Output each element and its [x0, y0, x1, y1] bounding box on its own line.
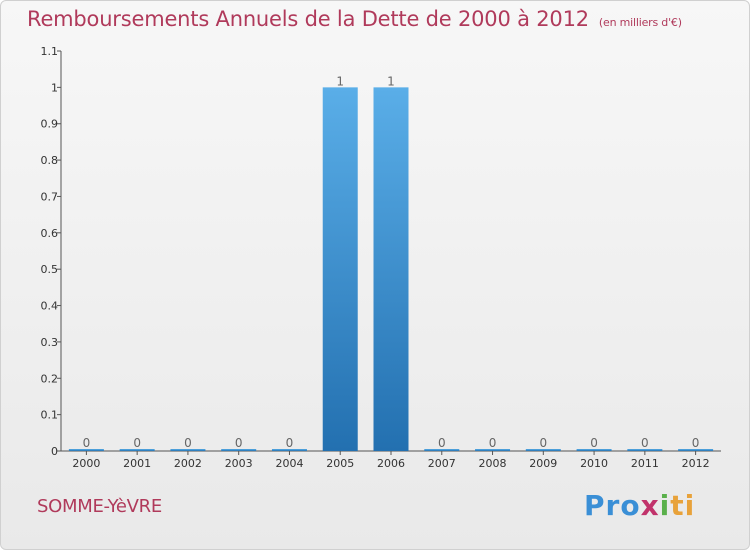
bar — [576, 449, 612, 451]
y-tick-label: 0.9 — [41, 118, 59, 131]
data-label: 0 — [539, 436, 547, 450]
data-label: 0 — [641, 436, 649, 450]
bar — [475, 449, 511, 451]
y-tick-label: 0 — [51, 445, 58, 458]
data-label: 0 — [692, 436, 700, 450]
bar — [119, 449, 155, 451]
data-label: 0 — [438, 436, 446, 450]
x-tick-label: 2004 — [275, 457, 303, 470]
x-tick-label: 2007 — [428, 457, 456, 470]
x-tick-label: 2009 — [529, 457, 557, 470]
y-tick-label: 0.6 — [41, 227, 59, 240]
x-tick-label: 2008 — [479, 457, 507, 470]
bar — [627, 449, 663, 451]
data-label: 0 — [489, 436, 497, 450]
chart-title: Remboursements Annuels de la Dette de 20… — [27, 7, 682, 31]
bar — [271, 449, 307, 451]
x-tick-label: 2003 — [225, 457, 253, 470]
bar — [68, 449, 104, 451]
y-tick-label: 1 — [51, 81, 58, 94]
proxiti-logo: Proxiti — [584, 489, 696, 522]
x-tick-label: 2011 — [631, 457, 659, 470]
data-label: 0 — [184, 436, 192, 450]
x-tick-label: 2005 — [326, 457, 354, 470]
x-tick-label: 2012 — [682, 457, 710, 470]
y-tick-label: 0.3 — [41, 336, 59, 349]
y-tick-label: 0.4 — [41, 300, 59, 313]
bar — [170, 449, 206, 451]
data-label: 1 — [336, 74, 344, 88]
y-tick-label: 0.7 — [41, 190, 59, 203]
data-label: 0 — [590, 436, 598, 450]
bar — [221, 449, 257, 451]
data-label: 0 — [235, 436, 243, 450]
y-tick-label: 1.1 — [41, 45, 59, 58]
bar — [322, 87, 358, 451]
y-tick-label: 0.1 — [41, 409, 59, 422]
bar — [678, 449, 714, 451]
x-tick-label: 2000 — [72, 457, 100, 470]
x-tick-label: 2006 — [377, 457, 405, 470]
data-label: 0 — [133, 436, 141, 450]
data-label: 0 — [286, 436, 294, 450]
y-tick-label: 0.5 — [41, 263, 59, 276]
bar — [373, 87, 409, 451]
data-label: 1 — [387, 74, 395, 88]
bar — [525, 449, 561, 451]
x-tick-label: 2001 — [123, 457, 151, 470]
x-tick-label: 2010 — [580, 457, 608, 470]
commune-name: SOMME-YèVRE — [37, 496, 162, 517]
units-label: (en milliers d'€) — [598, 16, 682, 29]
bar — [424, 449, 460, 451]
data-label: 0 — [83, 436, 91, 450]
x-tick-label: 2002 — [174, 457, 202, 470]
y-tick-label: 0.2 — [41, 372, 59, 385]
y-tick-label: 0.8 — [41, 154, 59, 167]
